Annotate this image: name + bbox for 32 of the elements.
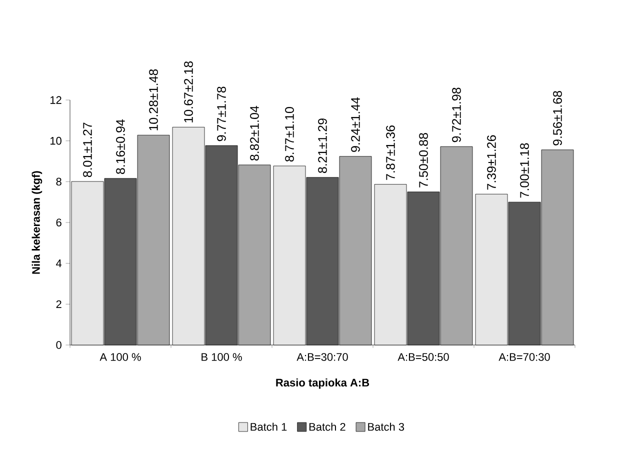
- x-tick-label: A:B=30:70: [296, 353, 348, 361]
- x-tick-label: A:B=50:50: [398, 353, 449, 361]
- data-label: 8.82±1.04: [250, 106, 259, 161]
- data-label: 10.28±1.48: [149, 69, 158, 130]
- y-tick-label: 2: [56, 300, 62, 308]
- data-label: 8.21±1.29: [318, 118, 327, 173]
- y-axis-title: Nila kekerasan (kgf): [32, 171, 42, 274]
- data-label: 7.00±1.18: [520, 143, 529, 198]
- data-label: 7.50±0.88: [419, 133, 428, 188]
- x-axis-title: Rasio tapioka A:B: [276, 378, 370, 389]
- x-tick-label: B 100 %: [202, 353, 242, 361]
- legend-label: Batch 3: [368, 422, 404, 431]
- data-label: 9.56±1.68: [553, 90, 562, 146]
- y-tick-label: 8: [56, 178, 62, 186]
- data-label: 9.24±1.44: [351, 97, 360, 152]
- data-label: 8.01±1.27: [83, 122, 92, 178]
- y-tick-label: 4: [56, 260, 62, 268]
- x-tick-label: A 100 %: [100, 353, 141, 361]
- data-label: 7.39±1.26: [487, 135, 496, 190]
- legend-label: Batch 1: [250, 422, 287, 431]
- data-label: 9.72±1.98: [452, 88, 461, 142]
- y-tick-label: 0: [56, 341, 62, 349]
- y-tick-label: 10: [50, 136, 62, 145]
- data-label: 8.77±1.10: [285, 107, 294, 162]
- data-label: 7.87±1.36: [386, 125, 395, 180]
- data-label: 8.16±0.94: [116, 119, 125, 174]
- data-label: 9.77±1.78: [217, 86, 226, 142]
- x-tick-label: A:B=70:30: [498, 353, 550, 361]
- legend-label: Batch 2: [309, 422, 346, 431]
- y-tick-label: 6: [56, 218, 62, 226]
- y-tick-label: 12: [50, 96, 62, 104]
- data-label: 10.67±2.18: [184, 61, 193, 122]
